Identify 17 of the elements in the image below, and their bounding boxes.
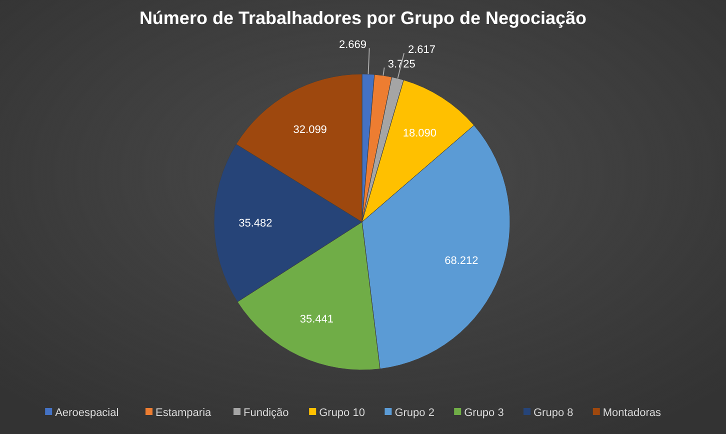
data-label: 2.617 bbox=[408, 44, 436, 56]
legend-label: Grupo 2 bbox=[394, 406, 434, 419]
legend-label: Grupo 8 bbox=[534, 406, 574, 419]
data-label: 35.482 bbox=[238, 218, 272, 230]
data-label: 3.725 bbox=[388, 58, 416, 70]
legend-label: Grupo 3 bbox=[464, 406, 504, 419]
data-label: 32.099 bbox=[293, 124, 327, 136]
legend-label: Aeroespacial bbox=[55, 406, 119, 419]
legend-label: Fundição bbox=[244, 406, 289, 419]
legend-label: Montadoras bbox=[602, 406, 662, 419]
data-label: 18.090 bbox=[402, 127, 437, 140]
legend-label: Grupo 10 bbox=[319, 406, 365, 419]
data-label: 2.669 bbox=[338, 39, 367, 52]
data-label: 68.212 bbox=[444, 255, 478, 268]
legend-label: Estamparia bbox=[156, 406, 212, 419]
data-label: 35.441 bbox=[300, 313, 334, 326]
chart-title: Número de Trabalhadores por Grupo de Negociação bbox=[139, 8, 587, 28]
